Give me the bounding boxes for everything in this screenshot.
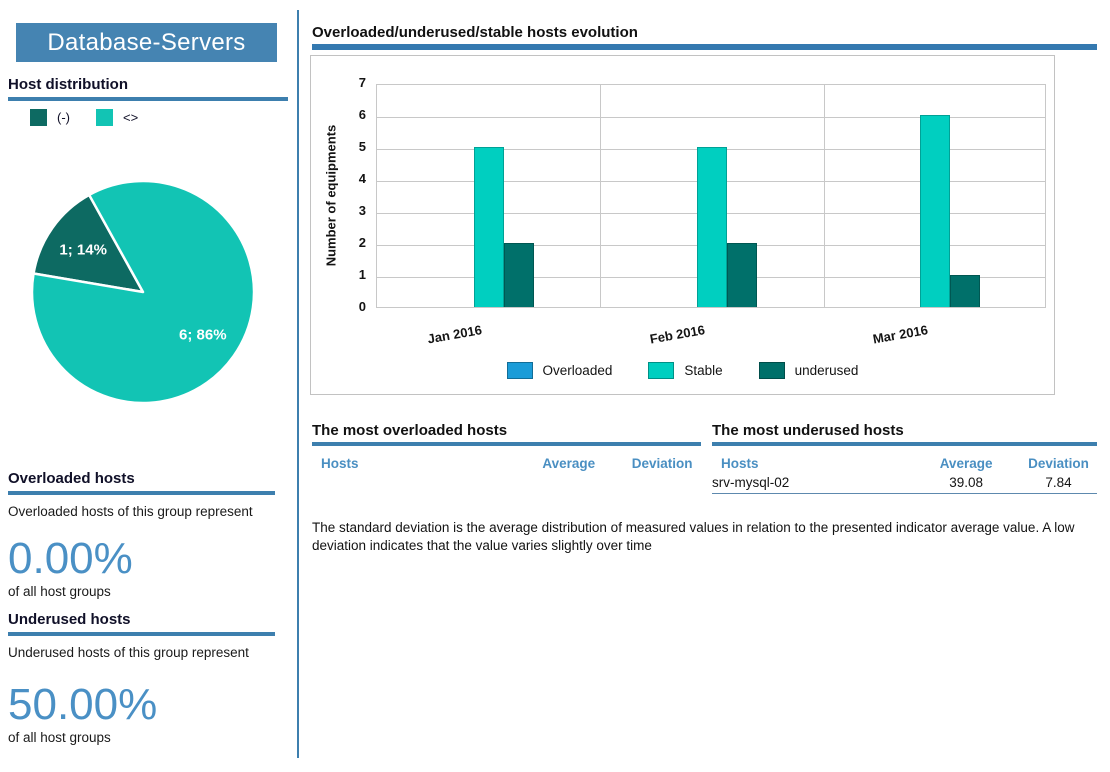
legend-label: underused [794,363,859,378]
column-header-hosts: Hosts [321,456,359,471]
stable-swatch-icon [648,362,675,379]
y-tick-label: 1 [358,267,366,282]
underused-table-heading: The most underused hosts [712,422,1097,446]
legend-label: Overloaded [542,363,613,378]
overloaded-hosts-table: Hosts Average Deviation [312,453,701,474]
plot-area [376,84,1046,308]
overloaded-hosts-heading: Overloaded hosts [8,470,275,495]
bar-underused-jan-2016 [503,243,534,307]
underused-percent: 50.00% [8,680,158,729]
bar-stable-feb-2016 [697,147,727,307]
overloaded-percent-caption: of all host groups [8,584,111,599]
chart-legend: Overloaded Stable underused [311,362,1054,379]
column-header-average: Average [939,456,993,471]
vertical-divider [297,10,299,758]
pie-legend-label: (-) [57,110,70,125]
x-tick-label: Mar 2016 [871,322,930,347]
cell-deviation: 7.84 [1019,474,1097,494]
pie-slice [30,179,256,405]
pie-legend: (-) <> [30,109,164,126]
evolution-chart-heading: Overloaded/underused/stable hosts evolut… [312,24,1097,50]
stable-swatch-icon [96,109,113,126]
bar-underused-mar-2016 [950,275,981,307]
y-tick-label: 0 [358,299,366,314]
bar-stable-jan-2016 [473,147,504,307]
x-tick-label: Feb 2016 [648,322,707,347]
y-tick-label: 2 [358,235,366,250]
y-tick-label: 7 [358,75,366,90]
overloaded-percent: 0.00% [8,534,133,583]
y-tick-label: 4 [358,171,366,186]
overloaded-hosts-table-section: The most overloaded hosts Hosts Average De… [312,422,701,474]
legend-item-stable: Stable [648,362,723,379]
underused-hosts-table: Hosts Average Deviation srv-mysql-02 39.08 7… [712,453,1097,494]
gridline [377,117,1045,118]
bar-underused-feb-2016 [727,243,757,307]
cell-host: srv-mysql-02 [712,474,913,494]
legend-item-overloaded: Overloaded [506,362,613,379]
cell-average: 39.08 [912,474,1020,494]
gridline [823,85,825,307]
pie-slice [32,193,145,294]
column-header-deviation: Deviation [1028,456,1089,471]
underused-percent-caption: of all host groups [8,730,111,745]
column-header-deviation: Deviation [631,456,693,471]
underused-swatch-icon [30,109,47,126]
table-row: srv-mysql-02 39.08 7.84 [712,474,1097,494]
underused-hosts-text: Underused hosts of this group represent [8,645,249,660]
x-tick-label: Jan 2016 [425,322,483,347]
host-distribution-pie-chart: 1; 14% 6; 86% [30,179,256,405]
group-title: Database-Servers [16,23,277,62]
table-header-row: Hosts Average Deviation [312,453,701,474]
gridline [600,85,602,307]
overloaded-table-heading: The most overloaded hosts [312,422,701,446]
column-header-hosts: Hosts [721,456,759,471]
column-header-average: Average [542,456,596,471]
bar-stable-mar-2016 [920,115,951,307]
legend-label: Stable [684,363,723,378]
pie-legend-label: <> [123,110,139,125]
y-tick-label: 3 [358,203,366,218]
pie-slice-label: 1; 14% [59,242,107,259]
overloaded-hosts-text: Overloaded hosts of this group represent [8,504,253,519]
host-distribution-heading: Host distribution [8,76,288,101]
y-tick-label: 6 [358,107,366,122]
table-header-row: Hosts Average Deviation [712,453,1097,474]
legend-item-underused: underused [758,362,859,379]
pie-slice-label: 6; 86% [179,326,227,343]
y-tick-label: 5 [358,139,366,154]
underused-swatch-icon [758,362,785,379]
standard-deviation-note: The standard deviation is the average di… [312,520,1082,553]
underused-hosts-heading: Underused hosts [8,611,275,636]
underused-hosts-table-section: The most underused hosts Hosts Average Dev… [712,422,1097,494]
overloaded-swatch-icon [506,362,533,379]
